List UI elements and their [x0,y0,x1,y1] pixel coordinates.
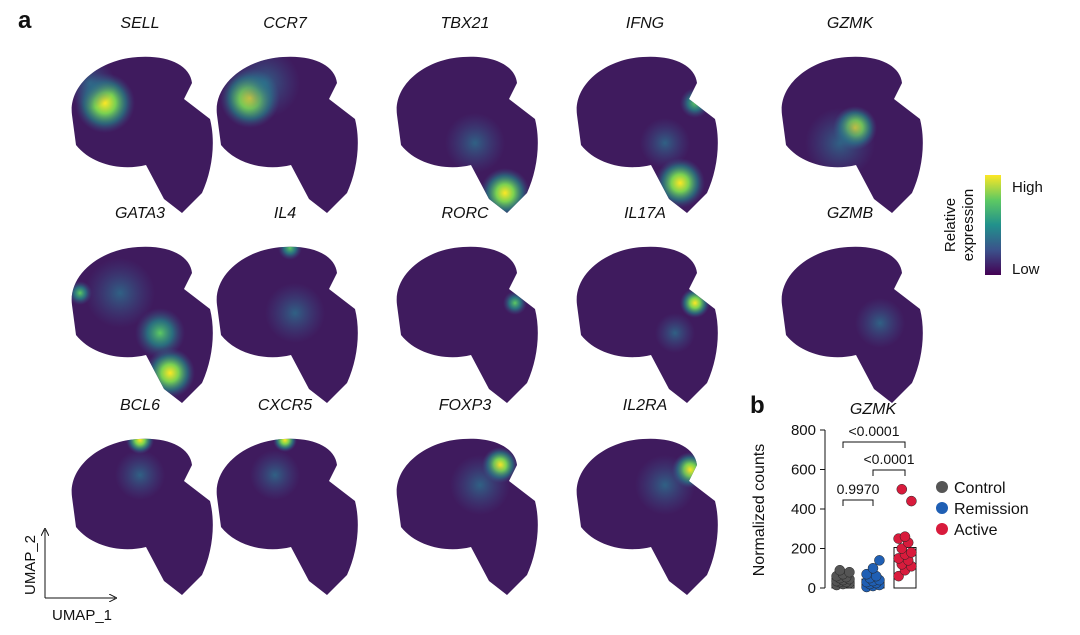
p-value: 0.9970 [837,481,880,497]
expression-hotspot [71,58,115,108]
expression-hotspot [115,450,165,500]
umap-plot [396,438,538,595]
legend-marker [936,502,948,514]
expression-hotspot [655,158,705,208]
gene-title: IL4 [274,205,296,222]
umap-plot [576,438,718,595]
umap-plot [216,246,358,403]
significance-bracket [842,499,874,506]
significance-bracket [842,441,906,448]
expression-hotspot [278,246,302,260]
expression-hotspot [640,118,690,168]
expression-hotspot [445,113,505,173]
data-point [874,555,885,566]
umap-plot [216,56,358,213]
expression-hotspot [503,291,527,315]
gene-title: SELL [120,15,159,32]
legend-marker [936,523,948,535]
umap-plot [781,56,923,213]
umap-plot [71,438,213,595]
gene-title: GATA3 [115,205,165,222]
y-tick-label: 600 [791,462,816,479]
expression-hotspot [85,258,155,328]
colorbar-title: Relative [942,198,959,252]
gene-title: GZMB [827,205,874,222]
expression-hotspot [265,283,325,343]
y-tick-label: 400 [791,501,816,518]
umap-cells [396,246,538,403]
gene-title: FOXP3 [439,397,492,414]
legend-label: Control [954,480,1006,497]
y-tick-label: 800 [791,422,816,439]
expression-hotspot [250,450,300,500]
expression-hotspot [450,455,510,515]
expression-hotspot [805,108,875,178]
significance-bracket [872,469,906,476]
umap-plot [71,246,213,403]
expression-hotspot [680,288,710,318]
gene-title: TBX21 [441,15,490,32]
expression-hotspot [680,88,710,118]
data-point [896,484,908,495]
expression-hotspot [655,313,695,353]
gene-title: IFNG [626,15,664,32]
colorbar [985,175,1001,275]
colorbar-high: High [1012,179,1043,196]
y-axis-label: Normalized counts [751,444,768,577]
umap-plot [216,438,358,595]
p-value: <0.0001 [849,423,900,439]
gene-title: CCR7 [263,15,308,32]
data-point [867,563,879,574]
chart-title: GZMK [850,401,898,418]
expression-hotspot [855,298,905,348]
umap-plot [71,56,213,213]
y-tick-label: 0 [808,580,816,597]
legend-marker [936,481,948,493]
gene-title: IL2RA [623,397,667,414]
colorbar-title: expression [960,189,977,262]
colorbar-low: Low [1012,261,1040,278]
umap-plot [396,246,538,403]
umap-cells [576,246,718,403]
y-tick-label: 200 [791,541,816,558]
expression-hotspot [230,56,300,118]
data-point [906,547,917,558]
umap-cells [781,246,923,403]
legend-label: Remission [954,501,1029,518]
gene-title: BCL6 [120,397,160,414]
umap-y-label: UMAP_2 [22,535,39,595]
gene-title: RORC [441,205,489,222]
gene-title: GZMK [827,15,875,32]
legend-label: Active [954,522,998,539]
umap-plot [781,246,923,403]
p-value: <0.0001 [864,451,915,467]
expression-hotspot [126,438,154,454]
data-point [899,531,911,542]
expression-hotspot [837,365,853,381]
expression-hotspot [135,308,185,358]
umap-plot [396,56,538,214]
panel-label: b [750,392,765,419]
data-point [906,495,917,507]
expression-hotspot [635,455,695,515]
data-point [844,566,855,578]
expression-hotspot [273,438,297,452]
umap-x-label: UMAP_1 [52,607,112,624]
umap-plot [576,246,718,403]
umap-cells [71,438,213,595]
gene-title: IL17A [624,205,666,222]
umap-plot [576,56,718,213]
gene-title: CXCR5 [258,397,312,414]
panel-label: a [18,7,32,34]
data-point [834,564,846,576]
